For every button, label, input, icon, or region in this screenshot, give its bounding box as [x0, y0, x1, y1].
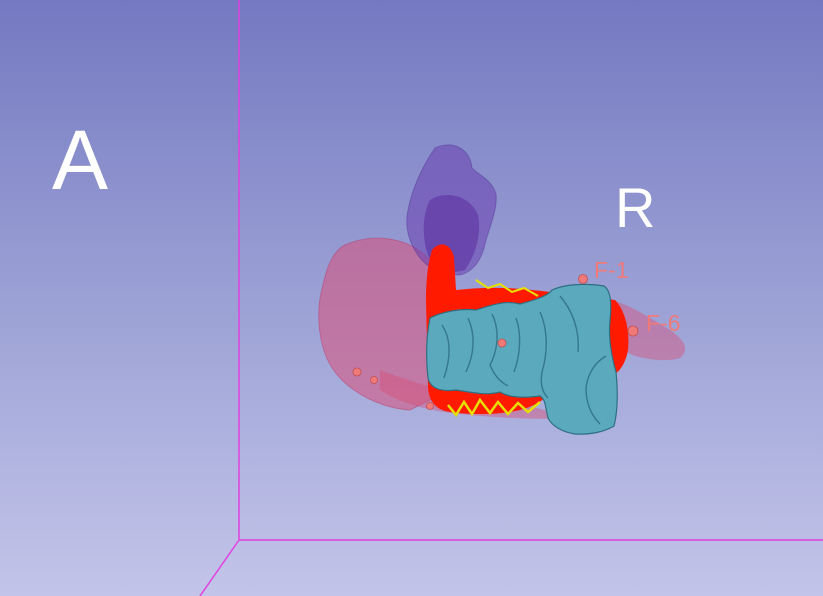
segment-teal[interactable] [426, 283, 618, 435]
teal-fold-2 [465, 317, 474, 373]
teal-fold-1 [441, 324, 450, 379]
fiducial-marker[interactable] [426, 402, 434, 410]
teal-fold-7 [585, 355, 607, 425]
fiducial-markers[interactable] [352, 274, 639, 410]
segment-teal-shading [441, 295, 607, 425]
teal-fold-4 [513, 317, 521, 373]
fiducial-marker-f6[interactable] [627, 325, 639, 337]
teal-fold-6 [559, 295, 579, 353]
bounding-box [199, 0, 823, 596]
orientation-label-anterior: A [52, 113, 109, 207]
bounding-box-diagonal-edge [199, 539, 240, 596]
fiducial-marker-f1[interactable] [578, 274, 588, 284]
teal-fold-3 [489, 313, 509, 387]
fiducial-marker[interactable] [497, 338, 507, 348]
segment-yellow-top-edge[interactable] [475, 279, 539, 297]
orientation-label-right: R [615, 176, 656, 239]
fiducial-label-f6[interactable]: F-6 [646, 310, 681, 336]
fiducial-marker[interactable] [352, 367, 362, 377]
segment-pink-right-tail[interactable] [612, 300, 686, 361]
fiducial-marker[interactable] [370, 376, 378, 384]
teal-fold-5 [539, 311, 549, 399]
fiducial-label-f1[interactable]: F-1 [594, 257, 629, 283]
segment-yellow-edge[interactable] [447, 397, 541, 418]
